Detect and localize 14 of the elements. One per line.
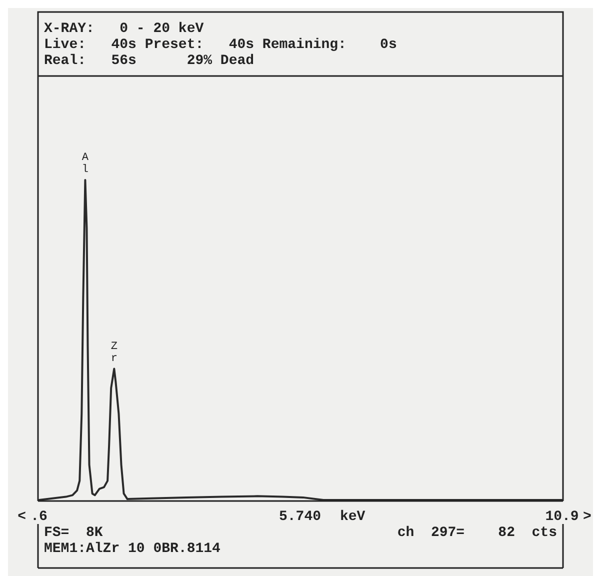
text: ch 297= 82 cts [397, 525, 557, 541]
x-tick-label: 5.740 [278, 509, 321, 525]
text: FS= 8K [44, 525, 104, 541]
text: > [583, 509, 592, 525]
annotation: Zr [110, 340, 118, 365]
text: < [18, 509, 26, 525]
text: Live: 40s Preset: 40s Remaining: 0s [44, 37, 397, 53]
text: X-RAY: 0 - 20 keV [44, 21, 204, 37]
text: Real: 56s 29% Dead [44, 53, 254, 69]
x-tick-label: 10.9 [545, 509, 579, 525]
annotation: Al [82, 152, 89, 176]
text: MEM1:AlZr 10 0BR.8114 [44, 541, 220, 557]
text: keV [340, 509, 366, 525]
x-tick-label: .6 [30, 509, 48, 525]
